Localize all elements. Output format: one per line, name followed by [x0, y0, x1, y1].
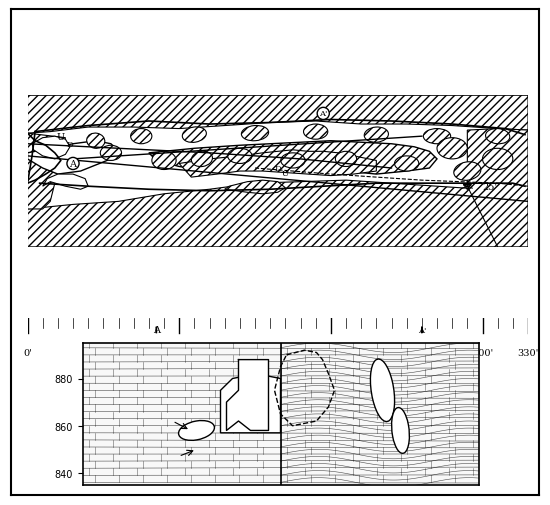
Ellipse shape [228, 149, 252, 164]
Ellipse shape [87, 134, 105, 149]
Text: A': A' [417, 326, 426, 334]
Ellipse shape [486, 129, 510, 144]
Ellipse shape [392, 408, 409, 453]
Circle shape [67, 158, 79, 170]
Polygon shape [149, 141, 437, 175]
Ellipse shape [394, 157, 419, 172]
Polygon shape [468, 129, 528, 247]
Ellipse shape [336, 152, 356, 167]
Text: 300': 300' [472, 348, 493, 358]
Ellipse shape [241, 126, 268, 141]
Polygon shape [227, 360, 268, 431]
Ellipse shape [191, 152, 212, 167]
Ellipse shape [131, 129, 152, 144]
Polygon shape [221, 374, 280, 433]
Ellipse shape [454, 163, 481, 181]
Text: U: U [282, 169, 289, 177]
Ellipse shape [304, 125, 328, 140]
Circle shape [317, 108, 329, 120]
Text: 200': 200' [320, 348, 342, 358]
Text: D: D [67, 140, 73, 148]
Text: 0': 0' [23, 348, 32, 358]
Polygon shape [224, 181, 285, 194]
Text: A': A' [319, 110, 327, 118]
Ellipse shape [437, 138, 467, 160]
Text: U: U [57, 132, 65, 141]
Polygon shape [28, 141, 118, 175]
Ellipse shape [100, 146, 122, 161]
Polygon shape [32, 137, 70, 160]
Polygon shape [43, 175, 88, 190]
Ellipse shape [152, 152, 176, 170]
Polygon shape [28, 96, 528, 134]
Ellipse shape [482, 149, 513, 170]
Ellipse shape [179, 421, 214, 440]
Polygon shape [179, 150, 376, 178]
Text: 100': 100' [168, 348, 190, 358]
Text: 25': 25' [482, 182, 498, 191]
Polygon shape [28, 134, 65, 210]
Text: D: D [274, 165, 281, 173]
Ellipse shape [182, 128, 206, 143]
Ellipse shape [281, 154, 305, 169]
Ellipse shape [370, 360, 394, 422]
Ellipse shape [364, 128, 388, 143]
Ellipse shape [424, 129, 450, 144]
Text: A: A [153, 326, 160, 335]
Polygon shape [28, 181, 528, 247]
Text: 330': 330' [518, 348, 538, 358]
Text: A: A [69, 160, 76, 169]
